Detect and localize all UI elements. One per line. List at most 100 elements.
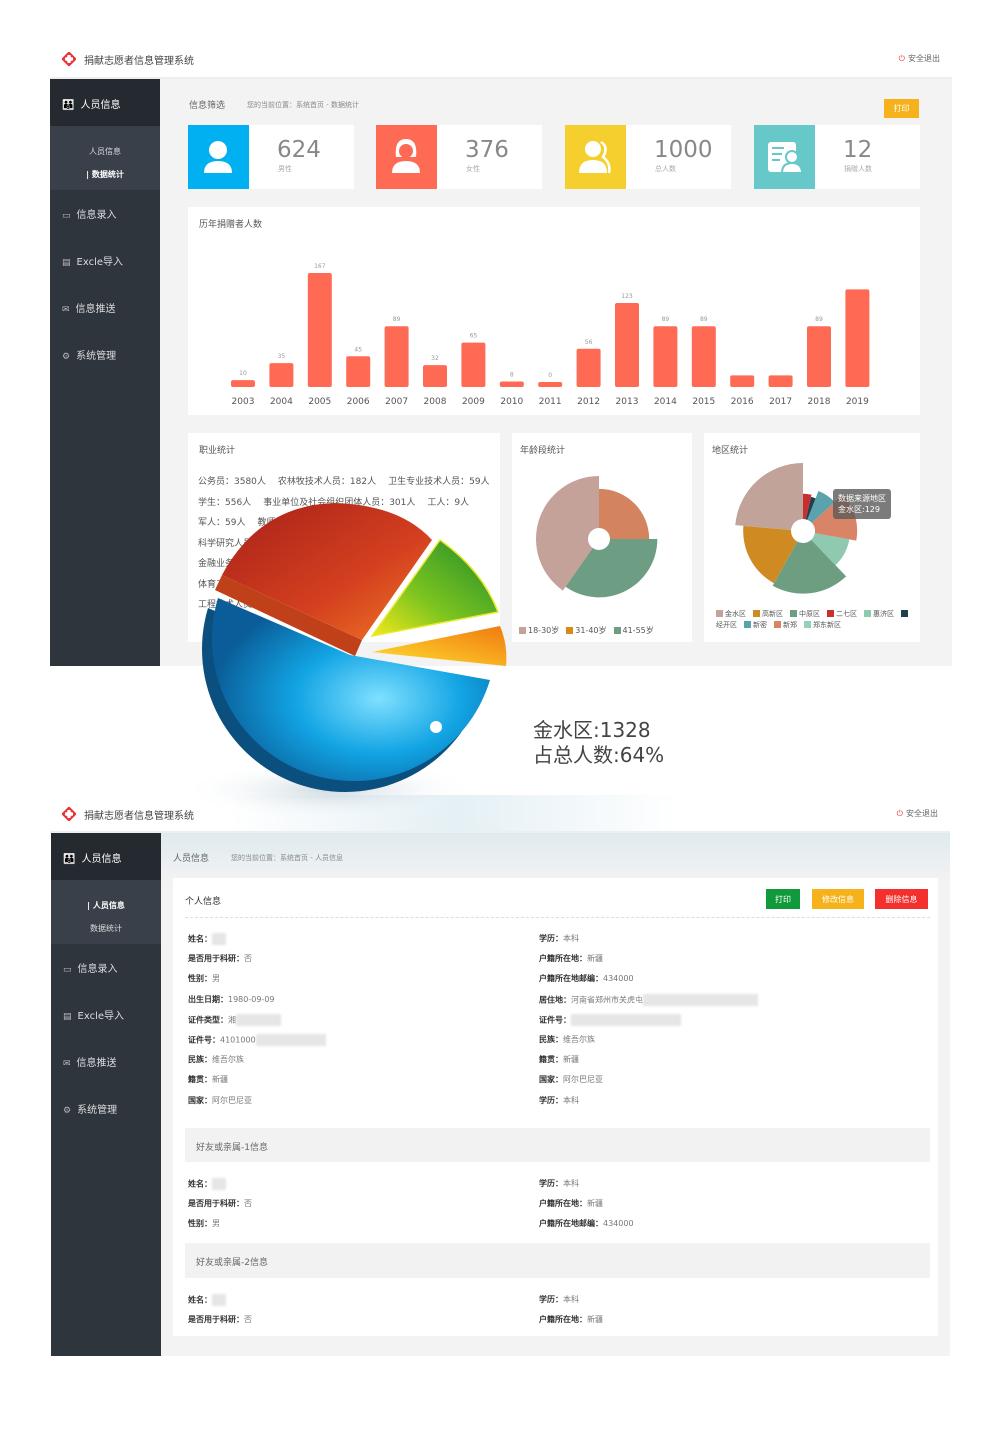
push-icon: ✉ bbox=[63, 1059, 71, 1069]
promo-callout: 金水区:1328 占总人数:64% bbox=[533, 718, 664, 768]
field-value: 维吾尔族 bbox=[563, 1035, 595, 1044]
field-label: 户籍所在地： bbox=[539, 1199, 587, 1209]
legend-label: 41-55岁 bbox=[622, 626, 654, 635]
divider bbox=[185, 917, 930, 918]
legend-item[interactable]: 31-40岁 bbox=[566, 626, 607, 635]
redacted-value bbox=[212, 933, 226, 945]
legend-item[interactable]: 惠济区 bbox=[864, 610, 894, 618]
sidebar-item-system[interactable]: ⚙ 系统管理 bbox=[62, 351, 117, 362]
field-value: 河南省郑州市关虎屯 bbox=[571, 995, 643, 1005]
sidebar-header-people[interactable]: 👪 人员信息 bbox=[50, 79, 160, 126]
legend-swatch bbox=[790, 610, 797, 617]
pie-dot bbox=[430, 721, 442, 733]
legend-item[interactable]: 金水区 bbox=[716, 610, 746, 618]
occupation-row: 工程技术人员：0人 bbox=[198, 597, 288, 610]
rose-slice-经开区[interactable] bbox=[805, 496, 816, 520]
redacted-value bbox=[212, 1178, 226, 1190]
sidebar-item-push[interactable]: ✉ 信息推送 bbox=[63, 1058, 117, 1069]
sidebar-item-system[interactable]: ⚙ 系统管理 bbox=[63, 1105, 118, 1116]
legend-item[interactable]: 新密 bbox=[744, 621, 767, 629]
submenu-people-info[interactable]: 人员信息 bbox=[89, 147, 121, 156]
info-field: 户籍所在地：新疆 bbox=[539, 1198, 603, 1209]
rose-slice-41-55岁[interactable] bbox=[565, 539, 658, 598]
bar-value-label: 8 bbox=[510, 372, 514, 379]
sidebar-item-import[interactable]: ▤ Excle导入 bbox=[62, 257, 124, 268]
field-value: 否 bbox=[244, 1199, 252, 1209]
gear-icon: ⚙ bbox=[63, 1106, 72, 1116]
legend-swatch bbox=[804, 621, 811, 628]
info-field: 证件号：4101000 bbox=[188, 1034, 326, 1046]
sidebar-item-entry[interactable]: ▭ 信息录入 bbox=[63, 964, 118, 975]
bar-2019 bbox=[845, 289, 870, 387]
x-tick-label: 2016 bbox=[731, 397, 754, 407]
legend-item[interactable]: 高新区 bbox=[753, 610, 783, 618]
stat-card-total: 1000 总人数 bbox=[565, 125, 731, 189]
rose-slice-31-40岁[interactable] bbox=[599, 488, 650, 539]
sidebar-item-entry[interactable]: ▭ 信息录入 bbox=[62, 210, 117, 221]
rose-slice-高新区[interactable] bbox=[743, 525, 798, 584]
age-rose-chart bbox=[536, 476, 658, 598]
field-label: 户籍所在地： bbox=[539, 1315, 587, 1325]
x-tick-label: 2015 bbox=[692, 397, 715, 407]
legend-item[interactable]: 中原区 bbox=[790, 610, 820, 618]
info-field: 户籍所在地邮编：434000 bbox=[539, 1218, 634, 1229]
edit-info-button[interactable]: 修改信息 bbox=[812, 889, 864, 909]
sidebar-item-import[interactable]: ▤ Excle导入 bbox=[63, 1011, 125, 1022]
submenu-data-stats[interactable]: | 数据统计 bbox=[86, 170, 124, 179]
delete-info-button[interactable]: 删除信息 bbox=[875, 889, 928, 909]
occupation-item: 农林牧技术人员：182人 bbox=[277, 477, 377, 487]
rose-slice-新密[interactable] bbox=[807, 490, 835, 523]
field-label: 姓名： bbox=[188, 1295, 212, 1305]
top-header: 捐献志愿者信息管理系统 ⏻ 安全退出 bbox=[50, 40, 952, 79]
app-title: 捐献志愿者信息管理系统 bbox=[84, 56, 194, 67]
bar-2007 bbox=[384, 326, 409, 387]
bar-2009 bbox=[461, 342, 486, 387]
legend-item[interactable]: 二七区 bbox=[827, 610, 857, 618]
rose-slice-金水区[interactable] bbox=[735, 463, 803, 530]
occupation-item: 科学研究人员 bbox=[198, 538, 253, 549]
legend-label: 经开区 bbox=[716, 621, 737, 629]
breadcrumb: 您的当前位置：系统首页 - 人员信息 bbox=[231, 854, 343, 862]
x-tick-label: 2003 bbox=[232, 397, 255, 407]
id-card-icon bbox=[754, 125, 815, 189]
legend-item[interactable]: 经开区 bbox=[716, 610, 910, 629]
field-label: 性别： bbox=[188, 974, 212, 984]
print-button[interactable]: 打印 bbox=[766, 889, 800, 909]
print-button[interactable]: 打印 bbox=[884, 99, 919, 118]
submenu-people-info[interactable]: | 人员信息 bbox=[87, 901, 125, 910]
logout-button[interactable]: ⏻ 安全退出 bbox=[896, 809, 938, 818]
push-icon: ✉ bbox=[62, 305, 70, 315]
submenu-data-stats[interactable]: 数据统计 bbox=[90, 924, 122, 933]
personal-info-panel: 个人信息 打印 修改信息 删除信息 好友或亲属-1信息 好友或亲属-2信息 姓名… bbox=[173, 878, 938, 1336]
logout-button[interactable]: ⏻ 安全退出 bbox=[898, 54, 940, 63]
field-value: 本科 bbox=[563, 1095, 579, 1105]
rose-slice-惠济区[interactable] bbox=[811, 533, 850, 566]
region-title: 地区统计 bbox=[712, 446, 749, 456]
x-tick-label: 2008 bbox=[424, 397, 447, 407]
field-label: 学历： bbox=[539, 1095, 563, 1105]
bar-2010 bbox=[499, 381, 524, 387]
rose-slice-中原区[interactable] bbox=[772, 539, 847, 594]
legend-label: 二七区 bbox=[836, 610, 857, 618]
region-legend: 金水区 高新区 中原区 二七区 惠济区经开区 新密 新郑 郑东新区 bbox=[716, 609, 916, 631]
region-tooltip: 数据来源地区 金水区:129 bbox=[833, 489, 891, 519]
field-label: 籍贯： bbox=[539, 1055, 563, 1065]
rose-slice-二七区[interactable] bbox=[803, 493, 812, 520]
stat-card-female: 376 女性 bbox=[376, 125, 542, 189]
legend-item[interactable]: 41-55岁 bbox=[613, 626, 654, 635]
field-value: 1980-09-09 bbox=[228, 994, 275, 1004]
rose-slice-18-30岁[interactable] bbox=[536, 476, 599, 591]
sidebar-header-people[interactable]: 👪 人员信息 bbox=[51, 833, 161, 880]
legend-item[interactable]: 郑东新区 bbox=[804, 621, 841, 629]
info-field: 性别：男 bbox=[188, 1218, 220, 1229]
legend-item[interactable]: 18-30岁 bbox=[519, 626, 559, 635]
field-label: 姓名： bbox=[188, 934, 212, 944]
people-icon: 👪 bbox=[62, 100, 75, 111]
field-label: 性别： bbox=[188, 1219, 212, 1229]
legend-swatch bbox=[753, 610, 760, 617]
field-label: 出生日期： bbox=[188, 994, 228, 1004]
legend-item[interactable]: 新郑 bbox=[774, 621, 797, 629]
occupation-item: 工程技术人员：0人 bbox=[198, 600, 276, 610]
sidebar-item-push[interactable]: ✉ 信息推送 bbox=[62, 304, 116, 315]
field-label: 户籍所在地邮编： bbox=[539, 1219, 603, 1229]
